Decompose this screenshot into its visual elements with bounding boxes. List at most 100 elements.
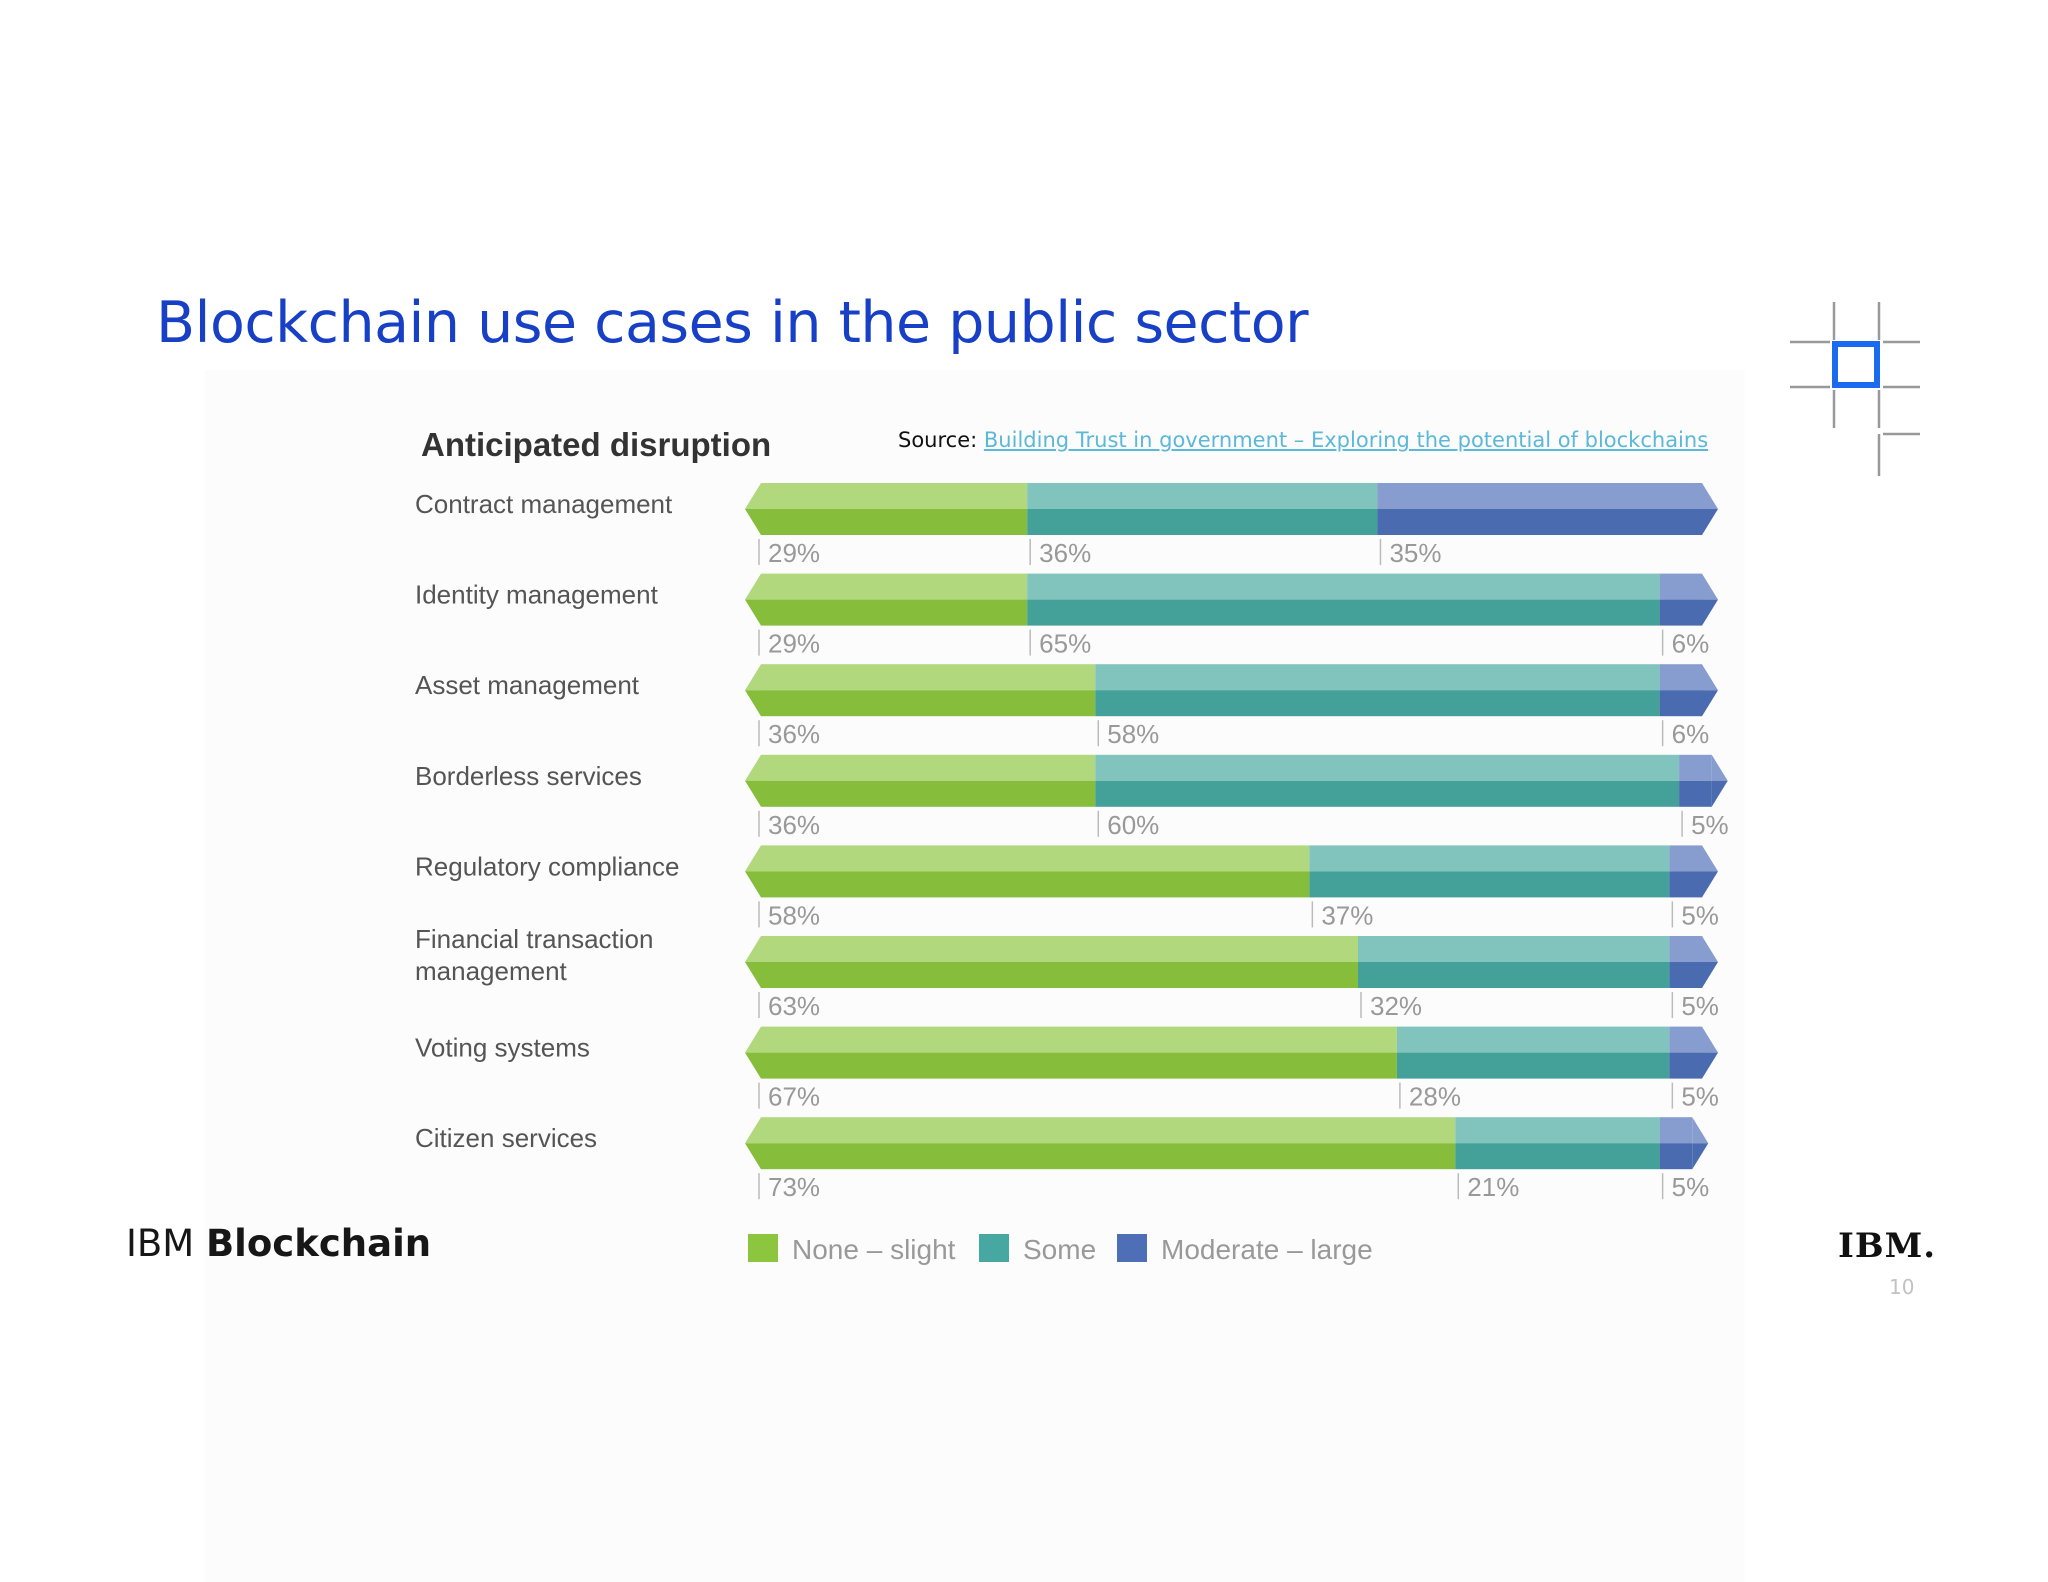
bar-right-cap xyxy=(1702,962,1718,988)
value-label: 21% xyxy=(1467,1172,1519,1202)
bar-left-cap-top xyxy=(745,754,761,781)
category-label: Regulatory compliance xyxy=(415,851,679,881)
bar-left-cap xyxy=(745,690,761,717)
bar-right-cap-top xyxy=(1702,573,1718,600)
bar-right-cap xyxy=(1702,509,1718,535)
bar-segment xyxy=(761,962,1358,988)
bar-segment-top xyxy=(761,845,1310,872)
ibm-logo: IBM. xyxy=(1838,1226,1937,1266)
bar-segment-top xyxy=(761,664,1096,691)
bar-left-cap xyxy=(745,780,761,807)
value-label: 32% xyxy=(1370,991,1422,1021)
bar-segment xyxy=(1669,871,1702,898)
bar-segment-top xyxy=(761,754,1096,781)
bar-segment-top xyxy=(761,1117,1456,1144)
bar-segment xyxy=(1679,780,1712,807)
bar-right-cap-top xyxy=(1702,845,1718,872)
value-label: 5% xyxy=(1691,810,1729,840)
bar-left-cap xyxy=(745,1143,761,1170)
category-label: Borderless services xyxy=(415,761,642,791)
category-label: Financial transaction management xyxy=(415,924,653,986)
bar-left-cap-top xyxy=(745,845,761,872)
category-label: Identity management xyxy=(415,580,659,610)
bar-segment-top xyxy=(1377,483,1702,509)
bar-right-cap-top xyxy=(1702,664,1718,691)
value-label: 5% xyxy=(1681,991,1719,1021)
bar-segment-top xyxy=(761,483,1028,509)
value-label: 29% xyxy=(768,538,820,568)
bar-left-cap-top xyxy=(745,936,761,962)
bar-segment-top xyxy=(1027,483,1378,509)
value-label: 73% xyxy=(768,1172,820,1202)
bar-segment xyxy=(1357,962,1670,988)
legend-label: Some xyxy=(1023,1234,1096,1265)
bar-segment xyxy=(1396,1052,1670,1079)
bar-segment-top xyxy=(1309,845,1670,872)
bar-segment-top xyxy=(1669,936,1702,962)
bar-segment xyxy=(1095,690,1660,717)
bar-segment xyxy=(1669,1052,1702,1079)
legend-label: Moderate – large xyxy=(1161,1234,1373,1265)
value-label: 58% xyxy=(1107,719,1159,749)
bar-segment-top xyxy=(1679,754,1712,781)
bar-segment-top xyxy=(1659,664,1702,691)
category-label: Voting systems xyxy=(415,1033,590,1063)
value-label: 63% xyxy=(768,991,820,1021)
category-label: Contract management xyxy=(415,489,673,519)
source-link[interactable]: Building Trust in government – Exploring… xyxy=(983,428,1709,452)
bar-right-cap-top xyxy=(1711,754,1728,781)
bar-right-cap xyxy=(1692,1143,1709,1170)
bar-segment xyxy=(1659,599,1702,626)
value-label: 36% xyxy=(1039,538,1091,568)
page-number: 10 xyxy=(1889,1275,1915,1299)
bar-segment xyxy=(1027,599,1660,626)
chart-title: Anticipated disruption xyxy=(421,426,772,463)
value-label: 6% xyxy=(1672,629,1710,659)
bar-right-cap-top xyxy=(1702,1026,1718,1053)
bar-segment xyxy=(1669,962,1702,988)
bar-segment xyxy=(1659,690,1702,717)
bar-left-cap-top xyxy=(745,1026,761,1053)
bar-segment xyxy=(761,1052,1397,1079)
source-prefix: Source: xyxy=(898,428,978,452)
bar-segment-top xyxy=(1669,845,1702,872)
brand-name: Blockchain xyxy=(205,1222,432,1265)
bar-segment-top xyxy=(1357,936,1670,962)
blockchain-grid-icon xyxy=(1790,302,1920,476)
bar-segment-top xyxy=(1095,754,1680,781)
bar-left-cap-top xyxy=(745,573,761,600)
bar-segment-top xyxy=(761,1026,1397,1053)
brand-footer: IBM Blockchain xyxy=(126,1222,431,1265)
value-label: 58% xyxy=(768,900,820,930)
value-label: 60% xyxy=(1107,810,1159,840)
value-label: 36% xyxy=(768,810,820,840)
bar-segment-top xyxy=(761,936,1358,962)
value-label: 29% xyxy=(768,629,820,659)
bar-right-cap xyxy=(1711,780,1728,807)
bar-left-cap-top xyxy=(745,664,761,691)
legend-label: None – slight xyxy=(792,1234,956,1265)
bar-segment-top xyxy=(1659,573,1702,600)
bar-right-cap xyxy=(1702,599,1718,626)
bar-right-cap xyxy=(1702,1052,1718,1079)
slide-title: Blockchain use cases in the public secto… xyxy=(156,290,1309,356)
bar-right-cap-top xyxy=(1692,1117,1709,1144)
bar-left-cap xyxy=(745,509,761,535)
brand-prefix: IBM xyxy=(126,1222,195,1265)
bar-right-cap xyxy=(1702,690,1718,717)
bar-segment-top xyxy=(1095,664,1660,691)
value-label: 37% xyxy=(1321,900,1373,930)
bar-segment xyxy=(761,1143,1456,1170)
category-label: Asset management xyxy=(415,670,640,700)
source-note: Source: Building Trust in government – E… xyxy=(898,428,1708,452)
legend-swatch xyxy=(1117,1234,1147,1262)
bar-right-cap xyxy=(1702,871,1718,898)
bar-segment xyxy=(1659,1143,1693,1170)
bar-left-cap xyxy=(745,871,761,898)
bar-segment-top xyxy=(1396,1026,1670,1053)
value-label: 28% xyxy=(1409,1082,1461,1112)
bar-right-cap-top xyxy=(1702,483,1718,509)
bar-segment xyxy=(761,599,1028,626)
value-label: 36% xyxy=(768,719,820,749)
